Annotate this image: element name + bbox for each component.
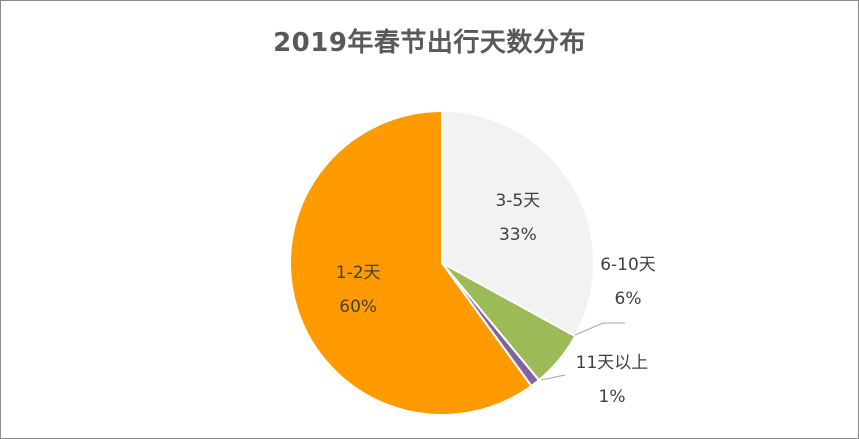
slice-category-label: 11天以上 [576, 353, 649, 373]
chart-title: 2019年春节出行天数分布 [273, 28, 586, 58]
slice-category-label: 6-10天 [600, 255, 656, 275]
slice-value-label: 1% [599, 387, 626, 407]
leader-line [574, 322, 625, 336]
pie-slice [289, 109, 533, 416]
slice-value-label: 60% [339, 297, 377, 317]
slice-value-label: 6% [615, 289, 642, 309]
slice-category-label: 3-5天 [495, 191, 540, 211]
slice-value-label: 33% [499, 225, 537, 245]
leader-line [540, 374, 566, 381]
pie-slice [441, 109, 595, 338]
slice-category-label: 1-2天 [336, 263, 381, 283]
